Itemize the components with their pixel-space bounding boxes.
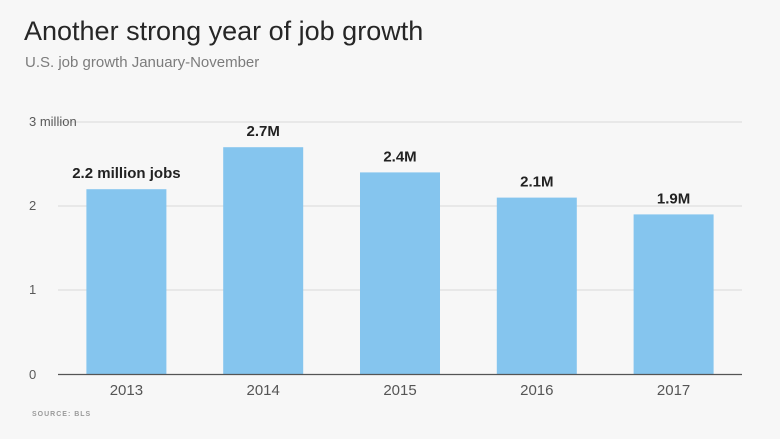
y-tick-label: 3 million <box>29 114 77 129</box>
bar <box>223 147 304 374</box>
source-note: SOURCE: BLS <box>32 411 92 418</box>
y-tick-label: 2 <box>29 198 36 213</box>
data-label: 1.9M <box>657 190 690 207</box>
bar <box>360 172 440 374</box>
bars <box>86 147 714 374</box>
bar <box>633 214 714 374</box>
y-tick-label: 1 <box>29 282 36 297</box>
y-tick-label: 0 <box>29 367 36 382</box>
data-label: 2.4M <box>383 148 416 165</box>
data-label: 2.2 million jobs <box>72 165 180 182</box>
bar <box>86 189 167 374</box>
y-axis-ticks: 0 1 2 3 million <box>29 114 77 382</box>
chart-title: Another strong year of job growth <box>24 16 424 46</box>
x-category-label: 2016 <box>520 382 553 399</box>
x-axis-categories: 2013 2014 2015 2016 2017 <box>110 382 691 399</box>
x-category-label: 2014 <box>247 382 280 399</box>
x-category-label: 2015 <box>383 382 416 399</box>
data-label: 2.1M <box>520 174 553 191</box>
chart-subtitle: U.S. job growth January-November <box>25 54 260 71</box>
bar <box>496 197 577 374</box>
data-label: 2.7M <box>247 123 280 140</box>
x-category-label: 2017 <box>657 382 690 399</box>
data-labels: 2.2 million jobs 2.7M 2.4M 2.1M 1.9M <box>72 123 690 207</box>
x-category-label: 2013 <box>110 382 143 399</box>
